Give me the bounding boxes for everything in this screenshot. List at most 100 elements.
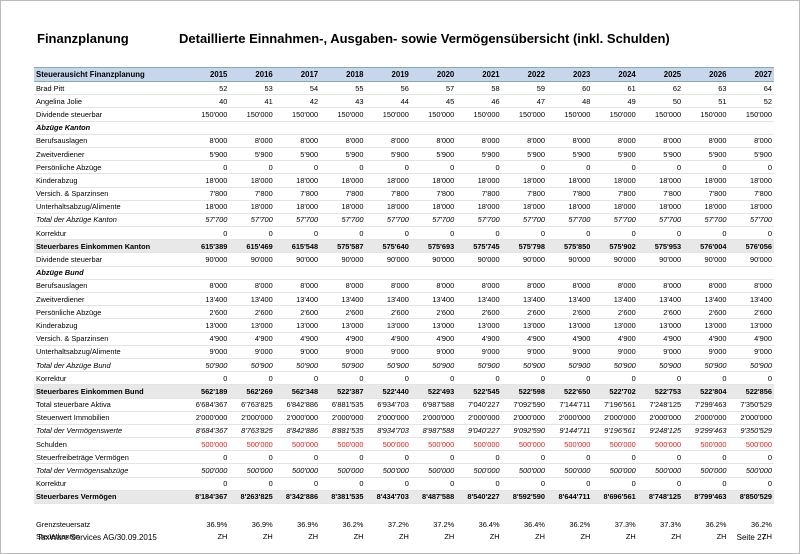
cell: 9'092'590: [501, 424, 547, 439]
cell: 0: [184, 371, 230, 386]
cell: 522'598: [501, 384, 547, 399]
cell: 50'900: [592, 358, 638, 373]
cell: 50'900: [229, 358, 275, 373]
cell: 18'000: [410, 200, 457, 214]
cell: 5'900: [547, 147, 593, 162]
cell: 57'700: [229, 213, 275, 228]
cell: 57'700: [637, 213, 684, 228]
cell: 9'350'529: [728, 424, 774, 439]
cell: 0: [320, 450, 366, 465]
cell: 0: [456, 450, 502, 465]
cell: 8'000: [547, 279, 593, 294]
cell: 4'900: [683, 332, 729, 346]
table-row: Abzüge Bund: [34, 266, 774, 280]
cell: 150'000: [501, 107, 547, 122]
cell: 90'000: [320, 252, 366, 267]
cell: 562'348: [274, 384, 321, 399]
cell: 500'000: [229, 437, 275, 452]
column-header: Steuerausicht Finanzplanung: [34, 67, 184, 82]
table-row: Dividende steuerbar 90'000 90'000 90'000 90'…: [34, 252, 774, 267]
table-row: Schulden 500'000 500'000 500'000 500'000 500'…: [34, 437, 774, 452]
cell: 50'900: [501, 358, 547, 373]
cell: 57'700: [683, 213, 729, 228]
cell: 522'650: [547, 384, 593, 399]
cell: 7'800: [184, 187, 230, 201]
cell: 575'798: [501, 239, 547, 254]
cell: 13'000: [274, 318, 321, 333]
cell: 0: [365, 226, 411, 241]
cell: 2'600: [274, 305, 321, 320]
table-row: Korrektur 0 0 0 0 0 0 0 0 0 0 0 0 0: [34, 371, 774, 386]
spacer: [34, 504, 774, 519]
cell: 40: [184, 94, 230, 109]
cell: 8'000: [229, 134, 275, 148]
cell: 9'000: [229, 345, 275, 359]
cell: 18'000: [547, 173, 593, 188]
table-row: Persönliche Abzüge 2'600 2'600 2'600 2'600 2'…: [34, 305, 774, 320]
cell: 18'000: [637, 173, 684, 188]
cell: 90'000: [547, 252, 593, 267]
header-title: Detaillierte Einnahmen-, Ausgaben- sowie…: [179, 31, 670, 46]
cell: 90'000: [683, 252, 729, 267]
cell: 57'700: [365, 213, 411, 228]
table-row: Kinderabzug 13'000 13'000 13'000 13'000 13'00…: [34, 318, 774, 333]
row-label: Berufsauslagen: [34, 134, 184, 148]
column-header: 2021: [456, 67, 502, 82]
cell: 18'000: [229, 200, 275, 214]
cell: 500'000: [274, 463, 321, 478]
cell: 0: [592, 450, 638, 465]
cell: 5'900: [410, 147, 457, 162]
cell: 4'900: [410, 332, 457, 346]
cell: 500'000: [274, 437, 321, 452]
row-label: Total der Abzüge Bund: [34, 358, 184, 373]
empty-cell: [184, 121, 774, 135]
cell: 56: [365, 81, 411, 96]
cell: 8'000: [683, 279, 729, 294]
cell: 18'000: [365, 173, 411, 188]
cell: 4'900: [229, 332, 275, 346]
table-row: Korrektur 0 0 0 0 0 0 0 0 0 0 0 0 0: [34, 226, 774, 241]
cell: 13'000: [184, 318, 230, 333]
table-row: Steuerbares Vermögen 8'184'367 8'263'825 8'…: [34, 490, 774, 505]
cell: 9'000: [547, 345, 593, 359]
cell: 500'000: [683, 437, 729, 452]
cell: 13'000: [410, 318, 457, 333]
cell: 2'600: [683, 305, 729, 320]
cell: 7'800: [547, 187, 593, 201]
cell: 500'000: [592, 437, 638, 452]
cell: 0: [637, 371, 684, 386]
cell: 52: [184, 81, 230, 96]
cell: 0: [547, 477, 593, 491]
row-label: Persönliche Abzüge: [34, 160, 184, 175]
cell: 8'000: [592, 279, 638, 294]
cell: 5'900: [184, 147, 230, 162]
cell: 576'056: [728, 239, 774, 254]
cell: 2'000'000: [365, 411, 411, 425]
cell: 9'000: [637, 345, 684, 359]
cell: 2'000'000: [728, 411, 774, 425]
cell: 18'000: [274, 200, 321, 214]
row-label: Unterhaltsabzug/Alimente: [34, 345, 184, 359]
cell: 9'144'711: [547, 424, 593, 439]
row-label: Abzüge Kanton: [34, 121, 184, 135]
cell: 8'881'535: [320, 424, 366, 439]
cell: 13'000: [728, 318, 774, 333]
cell: 0: [501, 477, 547, 491]
cell: 7'092'590: [501, 398, 547, 412]
cell: 62: [637, 81, 684, 96]
cell: 0: [184, 477, 230, 491]
cell: 61: [592, 81, 638, 96]
cell: 150'000: [410, 107, 457, 122]
cell: 500'000: [410, 463, 457, 478]
cell: 8'000: [410, 134, 457, 148]
cell: 90'000: [184, 252, 230, 267]
cell: 8'987'588: [410, 424, 457, 439]
cell: 13'400: [501, 292, 547, 307]
cell: 0: [365, 371, 411, 386]
cell: 36.2%: [569, 519, 591, 529]
cell: 0: [410, 477, 457, 491]
cell: 90'000: [410, 252, 457, 267]
cell: 18'000: [501, 173, 547, 188]
cell: 522'702: [592, 384, 638, 399]
cell: 8'000: [320, 279, 366, 294]
